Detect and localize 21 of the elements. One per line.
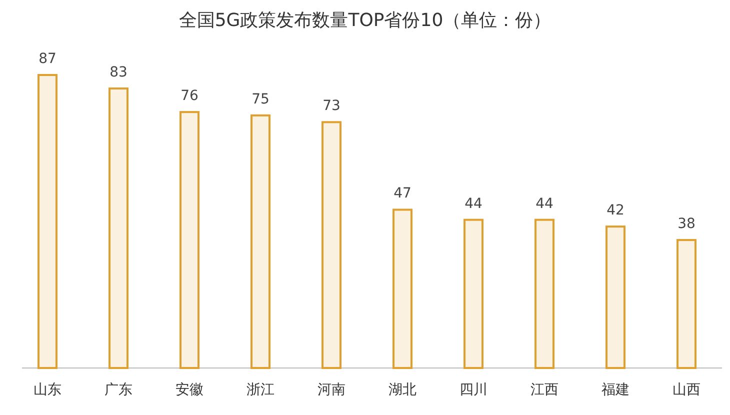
data-label: 44	[464, 196, 482, 212]
x-tick-label: 安徽	[176, 382, 204, 398]
data-label: 42	[606, 202, 624, 219]
title: 全国5G政策发布数量TOP省份10（单位：份）	[178, 10, 552, 31]
x-tick-label: 江西	[530, 382, 558, 398]
x-tick-label: 福建	[602, 382, 630, 398]
data-label: 75	[252, 91, 270, 108]
x-tick-label: 四川	[460, 382, 488, 398]
x-tick-label: 河南	[318, 382, 346, 398]
data-label: 87	[38, 51, 56, 67]
data-label: 73	[322, 98, 340, 114]
x-tick-label: 山西	[672, 382, 700, 398]
x-tick-label: 浙江	[246, 382, 274, 398]
data-label: 83	[110, 64, 128, 80]
data-label: 38	[678, 216, 696, 232]
data-label: 44	[536, 196, 554, 212]
x-tick-label: 湖北	[388, 382, 416, 398]
x-tick-label: 广东	[104, 382, 132, 398]
data-label: 47	[394, 186, 412, 202]
data-label: 76	[180, 88, 198, 104]
x-tick-label: 山东	[34, 382, 62, 398]
